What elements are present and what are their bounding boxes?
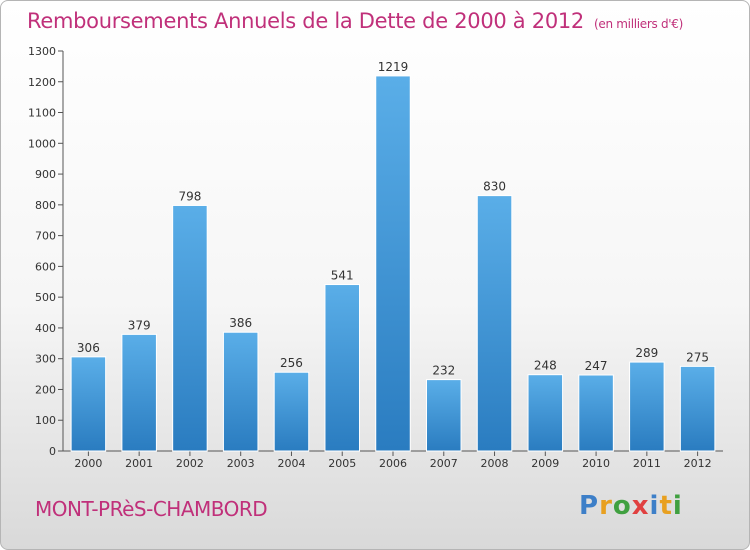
data-label-2010: 247 (585, 359, 608, 373)
y-tick-label: 500 (35, 291, 56, 304)
chart-title: Remboursements Annuels de la Dette de 20… (27, 9, 683, 33)
y-tick-label: 600 (35, 260, 56, 273)
x-tick-label-2001: 2001 (125, 457, 153, 470)
data-label-2002: 798 (178, 189, 201, 203)
commune-name: MONT-PRèS-CHAMBORD (35, 497, 268, 521)
bar-2007 (426, 379, 462, 452)
bar-2005 (324, 284, 360, 452)
y-tick-label: 0 (49, 445, 56, 458)
bar-2002 (172, 204, 208, 452)
x-tick-label-2006: 2006 (379, 457, 407, 470)
bar-2009 (527, 374, 564, 452)
logo-letter: i (672, 491, 683, 521)
chart-title-text: Remboursements Annuels de la Dette de 20… (27, 9, 584, 33)
bar-2006 (375, 75, 411, 452)
y-tick-label: 800 (35, 199, 56, 212)
x-tick-label-2008: 2008 (481, 457, 509, 470)
x-tick-label-2012: 2012 (684, 457, 712, 470)
x-tick-label-2000: 2000 (74, 457, 102, 470)
bar-2001 (121, 333, 157, 452)
bar-2012 (679, 365, 716, 452)
data-label-2011: 289 (635, 346, 658, 360)
logo-letter: t (659, 491, 673, 521)
bar-2003 (222, 331, 259, 452)
x-tick-label-2007: 2007 (430, 457, 458, 470)
data-label-2005: 541 (331, 269, 354, 283)
data-label-2003: 386 (229, 316, 252, 330)
logo-letter: o (612, 491, 632, 521)
x-tick-label-2009: 2009 (531, 457, 559, 470)
x-tick-label-2010: 2010 (582, 457, 610, 470)
data-label-2012: 275 (686, 350, 709, 364)
y-tick-label: 1300 (28, 45, 56, 58)
logo-letter: i (649, 491, 660, 521)
bar-2008 (476, 195, 513, 452)
x-tick-label-2004: 2004 (277, 457, 305, 470)
x-tick-label-2005: 2005 (328, 457, 356, 470)
data-label-2004: 256 (280, 356, 303, 370)
bar-2000 (70, 356, 107, 452)
bar-2010 (578, 374, 614, 452)
y-tick-label: 1200 (28, 76, 56, 89)
x-tick-label-2002: 2002 (176, 457, 204, 470)
bar-2011 (629, 361, 665, 452)
x-tick-label-2011: 2011 (633, 457, 661, 470)
y-tick-label: 1100 (28, 107, 56, 120)
x-tick-label-2003: 2003 (227, 457, 255, 470)
y-tick-label: 200 (35, 383, 56, 396)
data-label-2008: 830 (483, 180, 506, 194)
logo-letter: x (631, 491, 650, 521)
y-tick-label: 1000 (28, 137, 56, 150)
data-label-2009: 248 (534, 359, 557, 373)
data-label-2001: 379 (128, 318, 151, 332)
y-tick-label: 300 (35, 353, 56, 366)
bars: 306 379 798 386 256 541 1219 232 830 248 247 289 275 (70, 60, 716, 452)
data-label-2007: 232 (432, 364, 455, 378)
y-tick-label: 400 (35, 322, 56, 335)
y-tick-label: 900 (35, 168, 56, 181)
proxiti-logo: Proxiti (579, 491, 683, 521)
y-tick-label: 100 (35, 414, 56, 427)
logo-letter: P (579, 491, 600, 521)
bar-2004 (273, 371, 310, 452)
data-label-2000: 306 (77, 341, 100, 355)
y-tick-label: 700 (35, 230, 56, 243)
axes: 0 100 200 300 400 500 600 700 800 900 1000 1100 1200… (28, 45, 723, 470)
chart-subtitle: (en milliers d'€) (594, 17, 684, 31)
data-label-2006: 1219 (378, 60, 409, 74)
logo-letter: r (599, 491, 613, 521)
